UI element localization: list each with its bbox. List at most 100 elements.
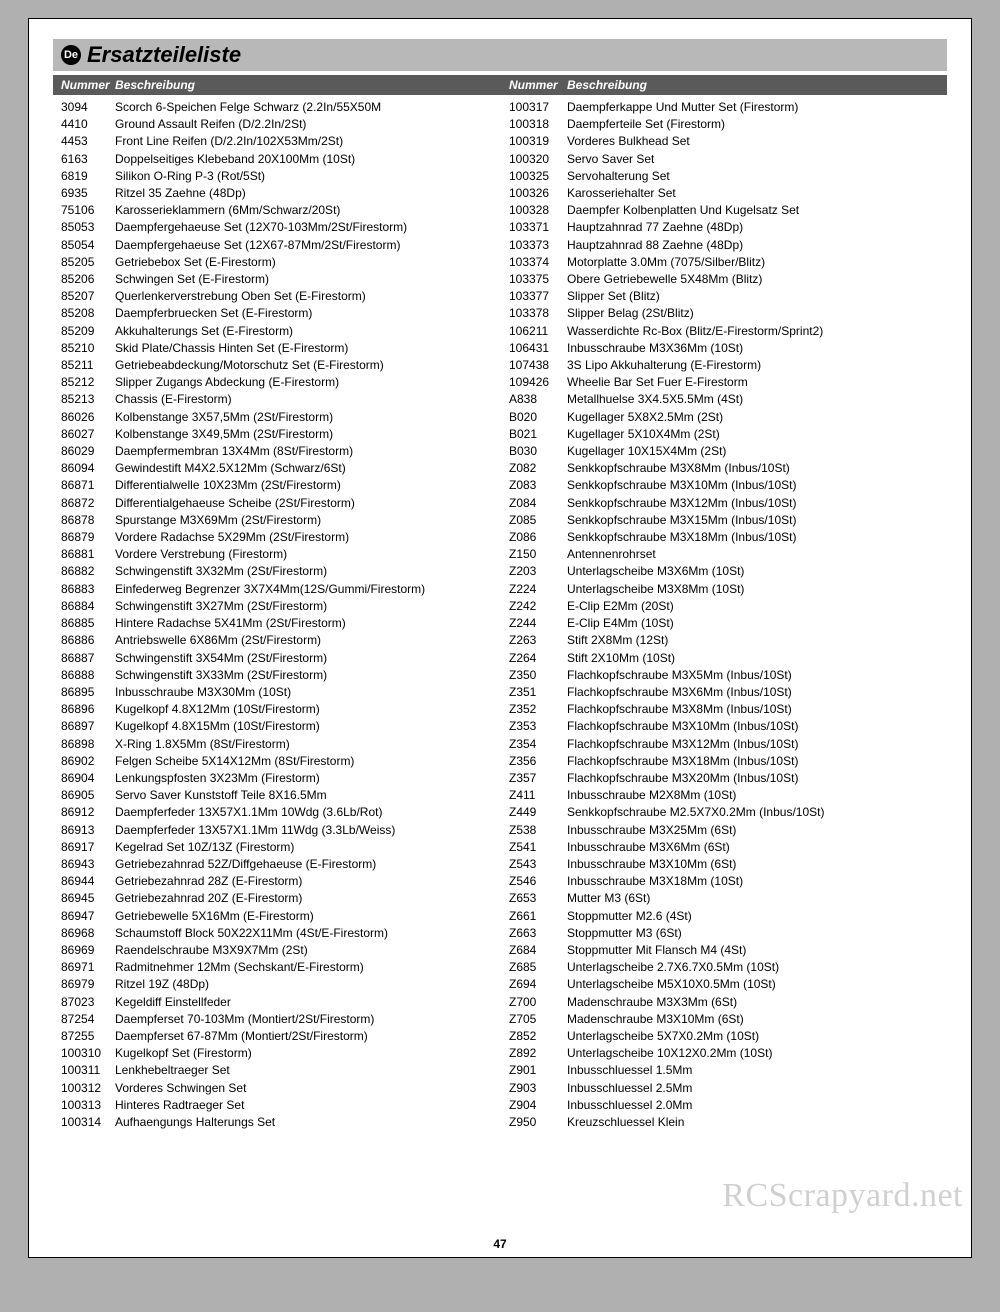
part-number: 86881	[53, 546, 115, 563]
part-number: 85206	[53, 271, 115, 288]
table-row: 100314Aufhaengungs Halterungs Set	[53, 1114, 505, 1131]
part-number: 100310	[53, 1045, 115, 1062]
part-description: Lenkhebeltraeger Set	[115, 1062, 505, 1079]
part-description: Flachkopfschraube M3X8Mm (Inbus/10St)	[567, 701, 947, 718]
part-description: Getriebezahnrad 20Z (E-Firestorm)	[115, 890, 505, 907]
part-number: Z663	[505, 925, 567, 942]
part-description: Kegeldiff Einstellfeder	[115, 994, 505, 1011]
part-number: 103378	[505, 305, 567, 322]
part-description: Metallhuelse 3X4.5X5.5Mm (4St)	[567, 391, 947, 408]
part-description: Senkkopfschraube M3X10Mm (Inbus/10St)	[567, 477, 947, 494]
table-row: 85213Chassis (E-Firestorm)	[53, 391, 505, 408]
part-number: Z356	[505, 753, 567, 770]
part-description: Vorderes Bulkhead Set	[567, 133, 947, 150]
part-description: Schwingenstift 3X54Mm (2St/Firestorm)	[115, 650, 505, 667]
part-description: Inbusschluessel 2.5Mm	[567, 1080, 947, 1097]
part-description: Senkkopfschraube M3X15Mm (Inbus/10St)	[567, 512, 947, 529]
table-row: 103377Slipper Set (Blitz)	[505, 288, 947, 305]
table-row: 85207Querlenkerverstrebung Oben Set (E-F…	[53, 288, 505, 305]
part-number: 100326	[505, 185, 567, 202]
part-number: Z903	[505, 1080, 567, 1097]
part-description: X-Ring 1.8X5Mm (8St/Firestorm)	[115, 736, 505, 753]
part-number: 86027	[53, 426, 115, 443]
table-row: 87255Daempferset 67-87Mm (Montiert/2St/F…	[53, 1028, 505, 1045]
part-number: Z350	[505, 667, 567, 684]
part-number: 109426	[505, 374, 567, 391]
part-description: Madenschraube M3X10Mm (6St)	[567, 1011, 947, 1028]
header-desc-left: Beschreibung	[115, 78, 505, 92]
part-description: Getriebezahnrad 28Z (E-Firestorm)	[115, 873, 505, 890]
part-description: Wheelie Bar Set Fuer E-Firestorm	[567, 374, 947, 391]
table-row: Z351Flachkopfschraube M3X6Mm (Inbus/10St…	[505, 684, 947, 701]
part-description: Chassis (E-Firestorm)	[115, 391, 505, 408]
part-number: Z904	[505, 1097, 567, 1114]
table-row: 103371Hauptzahnrad 77 Zaehne (48Dp)	[505, 219, 947, 236]
header-desc-right: Beschreibung	[567, 78, 947, 92]
table-row: 85205Getriebebox Set (E-Firestorm)	[53, 254, 505, 271]
table-row: 103374Motorplatte 3.0Mm (7075/Silber/Bli…	[505, 254, 947, 271]
part-description: E-Clip E4Mm (10St)	[567, 615, 947, 632]
part-number: Z950	[505, 1114, 567, 1131]
part-description: Flachkopfschraube M3X20Mm (Inbus/10St)	[567, 770, 947, 787]
table-row: Z083Senkkopfschraube M3X10Mm (Inbus/10St…	[505, 477, 947, 494]
table-row: Z543Inbusschraube M3X10Mm (6St)	[505, 856, 947, 873]
table-row: 100318Daempferteile Set (Firestorm)	[505, 116, 947, 133]
part-number: 106211	[505, 323, 567, 340]
part-number: Z352	[505, 701, 567, 718]
part-number: 103374	[505, 254, 567, 271]
lang-badge: De	[61, 45, 81, 65]
part-description: Daempferbruecken Set (E-Firestorm)	[115, 305, 505, 322]
part-description: Lenkungspfosten 3X23Mm (Firestorm)	[115, 770, 505, 787]
part-description: Vordere Verstrebung (Firestorm)	[115, 546, 505, 563]
table-row: Z084Senkkopfschraube M3X12Mm (Inbus/10St…	[505, 495, 947, 512]
part-description: Flachkopfschraube M3X5Mm (Inbus/10St)	[567, 667, 947, 684]
part-number: Z653	[505, 890, 567, 907]
table-row: Z663Stoppmutter M3 (6St)	[505, 925, 947, 942]
part-description: Flachkopfschraube M3X18Mm (Inbus/10St)	[567, 753, 947, 770]
table-row: Z685Unterlagscheibe 2.7X6.7X0.5Mm (10St)	[505, 959, 947, 976]
table-row: Z653Mutter M3 (6St)	[505, 890, 947, 907]
part-number: Z543	[505, 856, 567, 873]
part-number: 6935	[53, 185, 115, 202]
table-row: 100313Hinteres Radtraeger Set	[53, 1097, 505, 1114]
part-description: Daempferkappe Und Mutter Set (Firestorm)	[567, 99, 947, 116]
part-number: 100311	[53, 1062, 115, 1079]
part-description: Getriebeabdeckung/Motorschutz Set (E-Fir…	[115, 357, 505, 374]
part-description: Ritzel 19Z (48Dp)	[115, 976, 505, 993]
part-number: 100313	[53, 1097, 115, 1114]
table-row: Z356Flachkopfschraube M3X18Mm (Inbus/10S…	[505, 753, 947, 770]
part-number: Z546	[505, 873, 567, 890]
part-description: Scorch 6-Speichen Felge Schwarz (2.2In/5…	[115, 99, 505, 116]
part-number: 100319	[505, 133, 567, 150]
part-description: Daempfermembran 13X4Mm (8St/Firestorm)	[115, 443, 505, 460]
part-description: Inbusschraube M2X8Mm (10St)	[567, 787, 947, 804]
part-number: B030	[505, 443, 567, 460]
part-number: 107438	[505, 357, 567, 374]
part-number: Z351	[505, 684, 567, 701]
part-description: Unterlagscheibe M5X10X0.5Mm (10St)	[567, 976, 947, 993]
table-row: Z242E-Clip E2Mm (20St)	[505, 598, 947, 615]
part-number: 85211	[53, 357, 115, 374]
part-number: Z684	[505, 942, 567, 959]
part-number: 86969	[53, 942, 115, 959]
table-row: 86879Vordere Radachse 5X29Mm (2St/Firest…	[53, 529, 505, 546]
part-description: Getriebewelle 5X16Mm (E-Firestorm)	[115, 908, 505, 925]
part-description: Silikon O-Ring P-3 (Rot/5St)	[115, 168, 505, 185]
table-row: Z852Unterlagscheibe 5X7X0.2Mm (10St)	[505, 1028, 947, 1045]
part-number: 85210	[53, 340, 115, 357]
part-description: Querlenkerverstrebung Oben Set (E-Firest…	[115, 288, 505, 305]
table-row: Z684Stoppmutter Mit Flansch M4 (4St)	[505, 942, 947, 959]
table-row: 100319Vorderes Bulkhead Set	[505, 133, 947, 150]
part-description: Flachkopfschraube M3X6Mm (Inbus/10St)	[567, 684, 947, 701]
part-number: 86882	[53, 563, 115, 580]
part-number: 86945	[53, 890, 115, 907]
part-description: Vorderes Schwingen Set	[115, 1080, 505, 1097]
part-description: Slipper Zugangs Abdeckung (E-Firestorm)	[115, 374, 505, 391]
part-description: Mutter M3 (6St)	[567, 890, 947, 907]
part-number: 86979	[53, 976, 115, 993]
part-description: Obere Getriebewelle 5X48Mm (Blitz)	[567, 271, 947, 288]
table-row: Z705Madenschraube M3X10Mm (6St)	[505, 1011, 947, 1028]
part-description: Kegelrad Set 10Z/13Z (Firestorm)	[115, 839, 505, 856]
table-row: 106211Wasserdichte Rc-Box (Blitz/E-Fires…	[505, 323, 947, 340]
part-number: 100314	[53, 1114, 115, 1131]
